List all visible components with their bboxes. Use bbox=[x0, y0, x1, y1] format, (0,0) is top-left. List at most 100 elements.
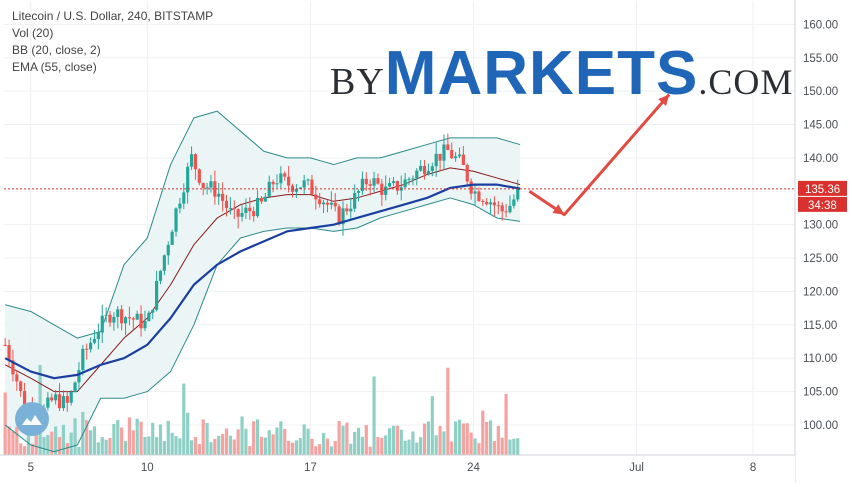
time-tick-label: 5 bbox=[28, 462, 34, 474]
candle-body bbox=[224, 200, 229, 209]
volume-bar bbox=[116, 420, 120, 455]
volume-bar bbox=[395, 425, 399, 455]
volume-bar bbox=[372, 376, 376, 455]
volume-bar bbox=[92, 426, 97, 455]
volume-bar bbox=[162, 440, 166, 455]
volume-bar bbox=[353, 431, 357, 455]
candle-body bbox=[166, 244, 170, 256]
candle-body bbox=[92, 339, 97, 343]
volume-bar bbox=[155, 437, 159, 455]
volume-bar bbox=[112, 423, 116, 455]
volume-bar bbox=[259, 436, 264, 455]
candle-body bbox=[508, 205, 512, 213]
candle-body bbox=[73, 382, 77, 392]
candle-body bbox=[69, 391, 73, 403]
candle-body bbox=[314, 194, 318, 200]
candle-body bbox=[186, 166, 190, 193]
volume-bar bbox=[488, 420, 493, 455]
volume-bar bbox=[73, 418, 77, 455]
volume-bar bbox=[411, 431, 415, 455]
candle-body bbox=[454, 156, 458, 159]
volume-bar bbox=[96, 442, 100, 455]
candle-body bbox=[139, 313, 143, 329]
volume-bar bbox=[318, 444, 322, 455]
volume-bar bbox=[213, 438, 217, 455]
candle-body bbox=[57, 394, 62, 409]
volume-bar bbox=[205, 423, 209, 455]
legend-symbol[interactable]: Litecoin / U.S. Dollar, 240, BITSTAMP bbox=[12, 9, 214, 23]
legend-bollinger[interactable]: BB (20, close, 2) bbox=[12, 43, 101, 57]
volume-bar bbox=[314, 446, 318, 455]
volume-bar bbox=[263, 437, 267, 455]
volume-bar bbox=[384, 435, 388, 455]
volume-bar bbox=[139, 421, 143, 455]
volume-bar bbox=[147, 436, 151, 455]
candle-body bbox=[193, 154, 198, 170]
volume-bar bbox=[492, 441, 497, 455]
legend-volume[interactable]: Vol (20) bbox=[12, 26, 54, 40]
volume-bar bbox=[516, 438, 520, 455]
volume-bar bbox=[30, 443, 34, 455]
candle-body bbox=[54, 394, 58, 401]
volume-bar bbox=[135, 418, 139, 455]
volume-bar bbox=[287, 440, 291, 455]
candle-body bbox=[283, 173, 287, 177]
candle-body bbox=[143, 321, 147, 329]
time-tick-label: Jul bbox=[629, 462, 644, 474]
volume-bar bbox=[232, 439, 236, 455]
candle-body bbox=[500, 205, 504, 212]
volume-bar bbox=[7, 426, 11, 455]
candle-body bbox=[321, 202, 326, 205]
volume-bar bbox=[302, 424, 306, 455]
candle-body bbox=[50, 397, 54, 401]
candle-body bbox=[395, 181, 399, 191]
candle-body bbox=[174, 208, 178, 232]
candle-body bbox=[201, 182, 205, 189]
candle-body bbox=[189, 154, 194, 167]
price-tick-label: 115.00 bbox=[803, 320, 837, 332]
candle-body bbox=[96, 332, 100, 340]
candle-body bbox=[434, 153, 438, 167]
candle-body bbox=[197, 169, 201, 183]
candle-body bbox=[298, 187, 302, 189]
time-tick-label: 8 bbox=[750, 462, 756, 474]
volume-bar bbox=[240, 416, 244, 455]
volume-bar bbox=[77, 446, 81, 455]
candle-body bbox=[430, 166, 434, 171]
legend-ema[interactable]: EMA (55, close) bbox=[12, 60, 97, 74]
volume-bar bbox=[189, 440, 194, 455]
volume-bar bbox=[42, 436, 46, 455]
volume-bar bbox=[69, 432, 73, 455]
volume-bar bbox=[442, 431, 446, 455]
candle-body bbox=[77, 370, 81, 383]
candle-body bbox=[158, 270, 163, 281]
volume-bar bbox=[349, 443, 353, 455]
volume-bar bbox=[438, 425, 442, 455]
price-tick-label: 155.00 bbox=[803, 53, 838, 65]
candle-body bbox=[205, 187, 209, 189]
candle-body bbox=[232, 207, 236, 210]
candle-body bbox=[108, 314, 112, 323]
volume-bar bbox=[19, 443, 23, 455]
volume-bar bbox=[193, 437, 198, 455]
volume-bar bbox=[228, 435, 232, 455]
volume-bar bbox=[271, 434, 275, 455]
time-tick-label: 10 bbox=[141, 462, 154, 474]
volume-bar bbox=[283, 428, 287, 455]
volume-bar bbox=[376, 436, 380, 455]
volume-bar bbox=[221, 434, 225, 455]
volume-bar bbox=[151, 422, 155, 455]
volume-bar bbox=[457, 419, 462, 455]
candle-body bbox=[11, 360, 15, 375]
volume-bar bbox=[166, 420, 170, 455]
volume-bar bbox=[104, 439, 108, 455]
volume-bar bbox=[178, 438, 182, 455]
last-price-badge bbox=[798, 180, 847, 196]
candle-body bbox=[88, 342, 93, 350]
volume-bar bbox=[500, 437, 504, 455]
candle-body bbox=[155, 280, 159, 310]
tradingview-cloud-icon[interactable] bbox=[15, 402, 49, 436]
candle-body bbox=[7, 345, 11, 361]
candle-body bbox=[275, 183, 279, 185]
price-tick-label: 105.00 bbox=[803, 387, 838, 399]
